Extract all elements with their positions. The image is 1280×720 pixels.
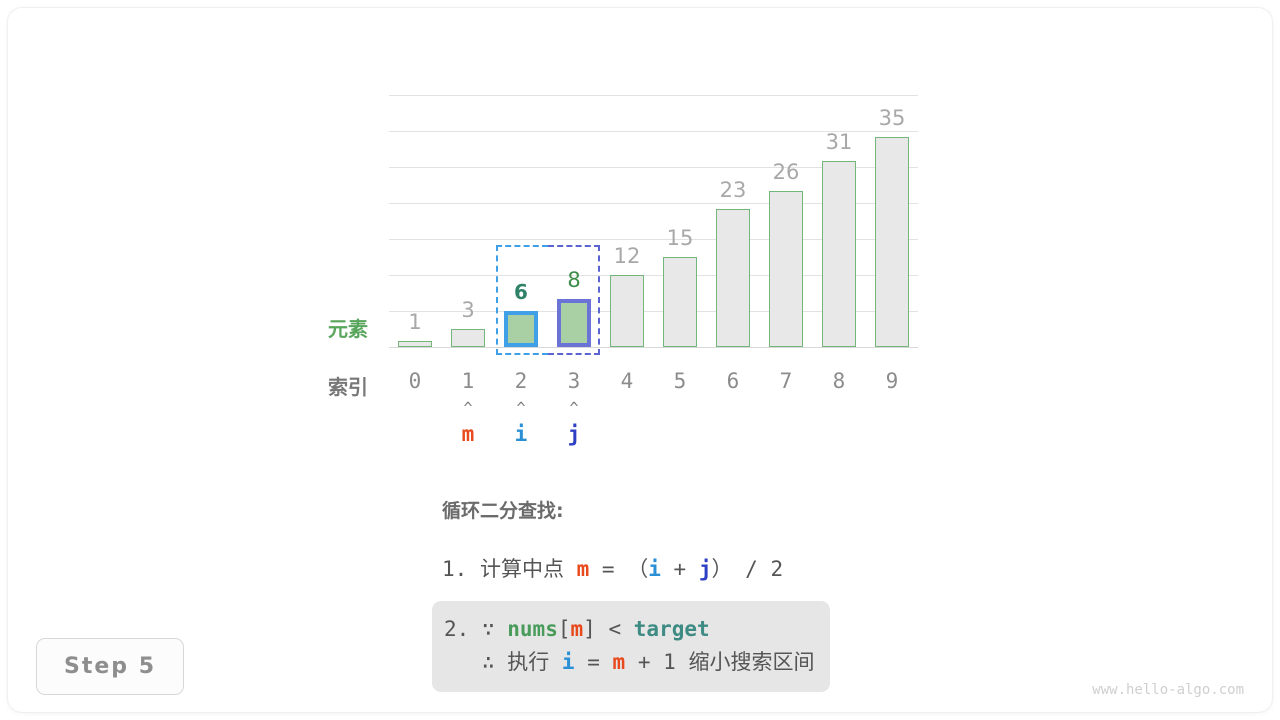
step2-exec: 执行 bbox=[507, 649, 550, 674]
bar-value-label-0: 1 bbox=[408, 310, 422, 334]
bar-chart: 1 0 3 1 6 2 8 3 12 4 15 5 23 6 26 7 31 8 35 9 ^ m ^ i ^ j bbox=[8, 8, 1272, 712]
bar-8 bbox=[822, 161, 856, 347]
caption-step-2-line-2: ∴ 执行 i = m + 1 缩小搜索区间 bbox=[444, 646, 815, 679]
step2-one: 1 bbox=[663, 649, 676, 674]
pointer-arrow-m: ^ bbox=[463, 399, 473, 417]
bar-7 bbox=[769, 191, 803, 347]
index-label-9: 9 bbox=[885, 369, 899, 393]
step2-rbracket: ] bbox=[583, 617, 596, 641]
step1-lparen: （ bbox=[627, 557, 649, 581]
bar-2 bbox=[504, 311, 538, 347]
bar-value-label-5: 15 bbox=[666, 226, 694, 250]
pointer-arrow-i: ^ bbox=[516, 399, 526, 417]
figure-card: 1 0 3 1 6 2 8 3 12 4 15 5 23 6 26 7 31 8 35 9 ^ m ^ i ^ j 元素 索引 循… bbox=[8, 8, 1272, 712]
bar-value-label-1: 3 bbox=[461, 298, 475, 322]
axis-baseline bbox=[389, 347, 918, 348]
gridline bbox=[389, 203, 918, 204]
bar-9 bbox=[875, 137, 909, 347]
bar-value-label-9: 35 bbox=[878, 106, 906, 130]
bar-4 bbox=[610, 275, 644, 347]
step1-rparen: ） bbox=[711, 557, 733, 581]
step1-text: 计算中点 bbox=[479, 557, 564, 581]
pointer-label-i: i bbox=[514, 422, 528, 446]
bar-value-label-3: 8 bbox=[567, 268, 581, 292]
axis-label-index: 索引 bbox=[328, 375, 368, 399]
bar-3 bbox=[557, 299, 591, 347]
pointer-arrow-j: ^ bbox=[569, 399, 579, 417]
gridline bbox=[389, 275, 918, 276]
bar-0 bbox=[398, 341, 432, 347]
index-label-8: 8 bbox=[832, 369, 846, 393]
bar-value-label-4: 12 bbox=[613, 244, 641, 268]
step2-because-symbol: ∵ bbox=[481, 617, 495, 641]
step2-var-m2: m bbox=[612, 649, 626, 674]
step2-equals: = bbox=[587, 649, 600, 674]
step2-number: 2. bbox=[444, 617, 470, 641]
index-label-7: 7 bbox=[779, 369, 793, 393]
step1-two: 2 bbox=[770, 557, 784, 581]
gridline bbox=[389, 95, 918, 96]
step2-var-i: i bbox=[561, 649, 575, 674]
selection-range-box-left bbox=[495, 245, 548, 355]
index-label-2: 2 bbox=[514, 369, 528, 393]
bar-6 bbox=[716, 209, 750, 347]
step2-tail-text: 缩小搜索区间 bbox=[688, 649, 815, 674]
caption-step-1: 1. 计算中点 m = （i + j） / 2 bbox=[442, 553, 952, 583]
bar-value-label-7: 26 bbox=[772, 160, 800, 184]
step2-lbracket: [ bbox=[557, 617, 571, 641]
step1-var-j: j bbox=[698, 557, 712, 581]
watermark: www.hello-algo.com bbox=[1092, 682, 1244, 698]
index-label-6: 6 bbox=[726, 369, 740, 393]
index-label-5: 5 bbox=[673, 369, 687, 393]
bar-value-label-6: 23 bbox=[719, 178, 747, 202]
step1-plus: + bbox=[673, 557, 687, 581]
step1-slash: / bbox=[745, 557, 758, 581]
step1-number: 1. bbox=[442, 557, 468, 581]
step1-var-i: i bbox=[648, 557, 661, 581]
gridline bbox=[389, 167, 918, 168]
caption-step-2-line-1: 2. ∵ nums[m] < target bbox=[444, 613, 814, 646]
bar-value-label-8: 31 bbox=[825, 130, 853, 154]
index-label-0: 0 bbox=[408, 369, 422, 393]
step-badge: Step 5 bbox=[36, 638, 184, 695]
index-label-3: 3 bbox=[567, 369, 581, 393]
caption-title: 循环二分查找: bbox=[442, 500, 564, 522]
axis-label-elements: 元素 bbox=[328, 317, 368, 341]
pointer-label-m: m bbox=[461, 422, 475, 446]
caption-block: 循环二分查找: 1. 计算中点 m = （i + j） / 2 2. ∵ num… bbox=[432, 496, 952, 693]
selection-range-box-right bbox=[547, 245, 600, 355]
gridline bbox=[389, 131, 918, 132]
step2-therefore-symbol: ∴ bbox=[481, 649, 495, 674]
gridline bbox=[389, 311, 918, 312]
step2-target: target bbox=[633, 617, 710, 641]
index-label-4: 4 bbox=[620, 369, 634, 393]
step2-nums: nums bbox=[507, 617, 558, 641]
step1-equals: = bbox=[601, 557, 615, 581]
bar-value-label-2: 6 bbox=[514, 280, 528, 304]
caption-highlight-box: 2. ∵ nums[m] < target ∴ 执行 i = m + 1 缩小搜… bbox=[432, 601, 831, 693]
step2-plus: + bbox=[637, 649, 651, 674]
gridline bbox=[389, 239, 918, 240]
step1-var-m: m bbox=[576, 557, 590, 581]
pointer-label-j: j bbox=[567, 422, 581, 446]
bar-1 bbox=[451, 329, 485, 347]
index-label-1: 1 bbox=[461, 369, 475, 393]
bar-5 bbox=[663, 257, 697, 347]
step2-less-than: < bbox=[608, 617, 622, 641]
step2-var-m: m bbox=[570, 617, 584, 641]
